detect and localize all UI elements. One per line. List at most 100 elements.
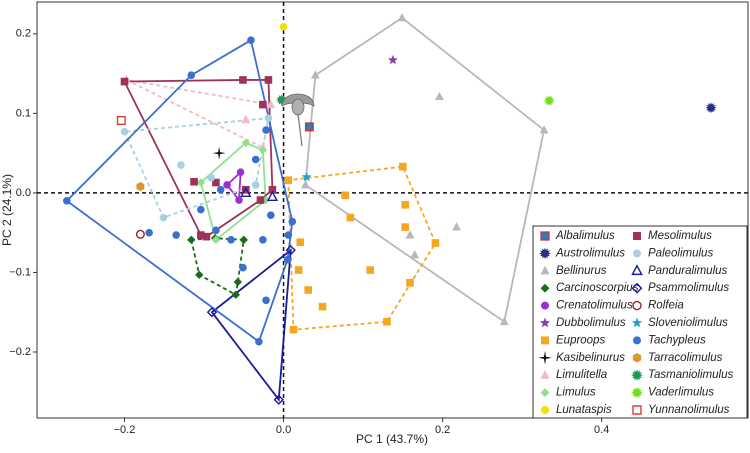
point <box>304 122 314 132</box>
point <box>276 94 288 106</box>
point <box>499 316 509 326</box>
point <box>231 290 241 299</box>
point <box>255 337 263 346</box>
point <box>259 236 267 244</box>
legend-marker <box>631 282 643 294</box>
x-axis-title: PC 1 (43.7%) <box>356 432 428 446</box>
point <box>116 116 126 126</box>
legend-marker <box>632 352 642 363</box>
legend-marker <box>541 301 549 310</box>
point <box>410 250 420 259</box>
legend-item: Panduralimulus <box>631 264 728 277</box>
point <box>262 296 270 305</box>
point <box>145 228 153 237</box>
legend-label: Kasibelinurus <box>556 352 625 364</box>
legend-marker <box>540 283 550 293</box>
x-tick-label: 0.4 <box>594 424 609 436</box>
legend-marker <box>633 336 641 345</box>
legend-label: Euproops <box>556 334 605 346</box>
point <box>399 162 407 171</box>
point <box>405 230 415 239</box>
legend: Albalimulus Austrolimulus Bellinurus Carcin… <box>538 230 733 416</box>
point <box>187 235 196 245</box>
point <box>341 191 349 200</box>
point <box>159 213 168 222</box>
point <box>401 223 410 231</box>
legend-label: Psammolimulus <box>648 282 729 294</box>
point <box>207 173 215 182</box>
legend-label: Carcinoscorpius <box>556 282 639 294</box>
point <box>539 125 549 134</box>
point <box>172 231 180 239</box>
trilobite-icon <box>281 93 315 147</box>
legend-label: Tasmaniolimulus <box>648 369 733 381</box>
point <box>262 126 270 134</box>
point <box>256 196 265 204</box>
point <box>240 186 252 197</box>
legend-marker <box>631 264 643 276</box>
legend-marker <box>541 336 549 345</box>
plot-area <box>37 2 748 418</box>
point <box>266 99 276 109</box>
point <box>136 181 145 192</box>
legend-marker <box>541 406 549 414</box>
point <box>387 54 398 65</box>
point <box>289 325 298 334</box>
point <box>284 176 293 184</box>
point <box>366 266 375 274</box>
legend-item: Lunataspis <box>541 404 612 416</box>
legend-item: Tachypleus <box>633 334 706 346</box>
y-tick-label: −0.2 <box>9 346 31 358</box>
point <box>239 263 247 272</box>
point <box>212 178 220 187</box>
point <box>211 235 221 245</box>
point <box>310 70 320 79</box>
hull <box>304 16 545 324</box>
legend-label: Tachypleus <box>648 334 706 346</box>
point <box>318 302 327 311</box>
point <box>120 127 129 136</box>
point <box>266 190 278 201</box>
legend-marker <box>539 317 551 328</box>
legend-marker <box>540 265 550 275</box>
legend-marker <box>538 350 552 365</box>
point <box>177 161 185 169</box>
point <box>241 114 251 124</box>
legend-item: Vaderlimulus <box>631 387 714 399</box>
legend-marker <box>632 405 642 415</box>
legend-item: Paleolimulus <box>633 247 713 259</box>
y-tick-label: −0.1 <box>9 266 31 278</box>
point <box>383 317 391 326</box>
point <box>258 145 268 155</box>
legend-marker <box>633 232 641 240</box>
legend-item: Kasibelinurus <box>538 350 625 365</box>
point <box>190 177 198 186</box>
legend-item: Mesolimulus <box>633 230 712 242</box>
legend-marker <box>631 317 643 328</box>
point <box>273 394 284 405</box>
legend-label: Lunataspis <box>556 404 612 416</box>
legend-marker <box>631 369 643 381</box>
point <box>435 91 444 101</box>
x-tick-label: 0.2 <box>435 424 450 436</box>
x-tick-label: 0.0 <box>276 424 291 436</box>
point <box>251 155 260 164</box>
point <box>227 236 235 244</box>
legend-label: Panduralimulus <box>648 265 728 277</box>
point <box>251 181 260 189</box>
point <box>406 278 414 287</box>
legend-marker <box>540 370 550 379</box>
legend-item: Sloveniolimulus <box>631 317 728 329</box>
legend-label: Crenatolimulus <box>556 300 633 312</box>
point <box>431 239 440 247</box>
point <box>264 76 273 84</box>
legend-marker <box>632 300 642 311</box>
legend-label: Albalimulus <box>555 230 615 242</box>
legend-item: Psammolimulus <box>631 282 729 294</box>
point <box>197 231 205 239</box>
point <box>195 270 204 280</box>
legend-marker <box>539 247 551 260</box>
legend-label: Dubbolimulus <box>556 317 626 329</box>
point <box>212 146 226 160</box>
point <box>401 201 410 209</box>
